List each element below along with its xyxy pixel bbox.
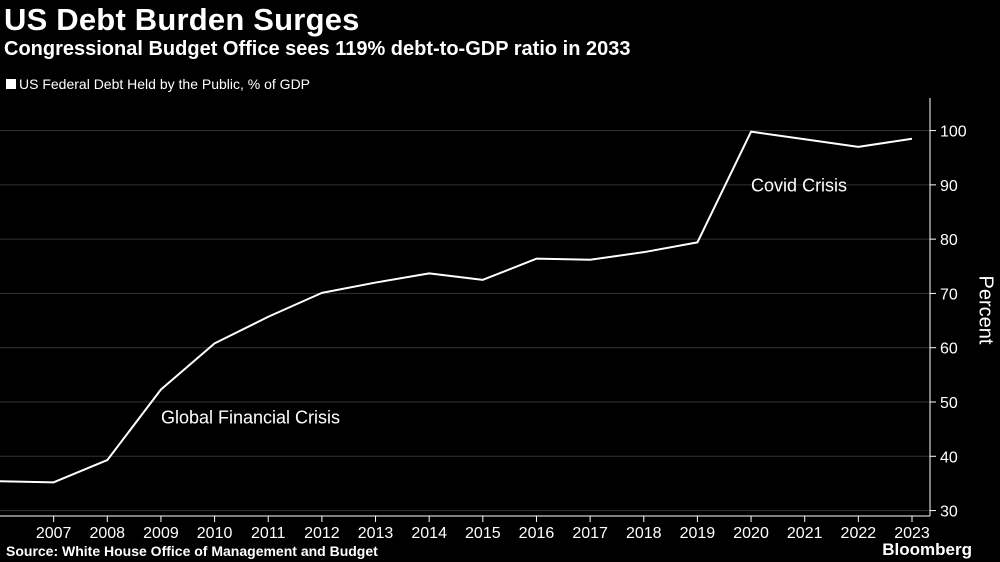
x-tick-label: 2011 xyxy=(251,525,286,542)
x-tick-label: 2023 xyxy=(894,525,930,542)
x-tick-label: 2022 xyxy=(841,525,877,542)
x-tick-label: 2007 xyxy=(36,525,72,542)
series-line xyxy=(0,130,913,484)
brand-logo: Bloomberg xyxy=(882,540,972,559)
x-tick-label: 2021 xyxy=(787,525,823,542)
y-tick-label: 90 xyxy=(940,178,958,195)
x-tick-label: 2017 xyxy=(572,525,608,542)
legend: US Federal Debt Held by the Public, % of… xyxy=(6,76,310,92)
source-note: Source: White House Office of Management… xyxy=(6,543,378,559)
y-tick-label: 30 xyxy=(940,504,958,521)
legend-swatch xyxy=(6,79,16,89)
chart-title: US Debt Burden Surges xyxy=(4,2,360,37)
x-tick-label: 2018 xyxy=(626,525,662,542)
y-tick-label: 80 xyxy=(940,232,958,249)
x-tick-label: 2008 xyxy=(89,525,125,542)
x-tick-label: 2019 xyxy=(680,525,716,542)
y-axis-label: Percent xyxy=(974,275,997,345)
x-tick-label: 2009 xyxy=(143,525,179,542)
x-tick-label: 2020 xyxy=(733,525,769,542)
y-tick-label: 40 xyxy=(940,449,958,466)
x-tick-label: 2015 xyxy=(465,525,501,542)
y-tick-label: 70 xyxy=(940,286,958,303)
y-tick-label: 50 xyxy=(940,395,958,412)
x-tick-label: 2016 xyxy=(519,525,555,542)
x-tick-label: 2010 xyxy=(197,525,233,542)
x-tick-label: 2013 xyxy=(358,525,394,542)
x-tick-label: 2014 xyxy=(411,525,447,542)
annotation-label: Covid Crisis xyxy=(751,175,847,195)
annotation-label: Global Financial Crisis xyxy=(161,408,340,428)
x-tick-label: 2012 xyxy=(304,525,340,542)
y-tick-label: 60 xyxy=(940,341,958,358)
y-tick-label: 100 xyxy=(940,124,967,141)
legend-label: US Federal Debt Held by the Public, % of… xyxy=(19,76,311,92)
chart-subtitle: Congressional Budget Office sees 119% de… xyxy=(4,38,631,60)
